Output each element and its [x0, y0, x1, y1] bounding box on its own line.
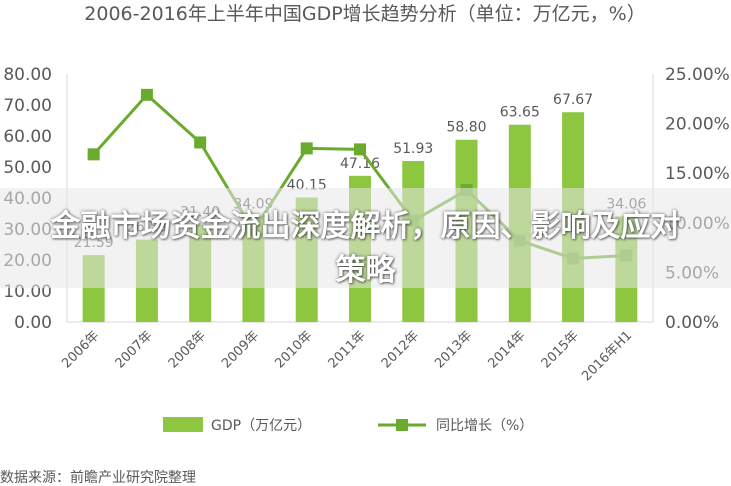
right-tick-label: 0.00%: [665, 313, 719, 333]
legend-gdp-swatch: [163, 417, 203, 432]
left-tick-label: 80.00: [3, 65, 52, 85]
x-tick-label: 2008年: [166, 328, 209, 371]
x-tick-label: 2014年: [485, 328, 528, 371]
gdp-bar-label: 67.67: [553, 92, 593, 108]
growth-point: [354, 143, 366, 156]
right-tick-label: 15.00%: [665, 164, 730, 184]
left-tick-label: 0.00: [14, 313, 52, 333]
overlay-banner: [0, 188, 731, 288]
x-tick-label: 2012年: [379, 328, 422, 371]
gdp-bar-label: 47.16: [340, 156, 380, 172]
x-tick-label: 2015年: [539, 328, 582, 371]
left-tick-label: 50.00: [3, 158, 52, 178]
gdp-bar-label: 51.93: [393, 141, 433, 157]
x-tick-label: 2016年H1: [579, 328, 635, 384]
x-tick-label: 2013年: [432, 328, 475, 371]
x-tick-label: 2006年: [59, 328, 102, 371]
overlay-title: 金融市场资金流出深度解析，原因、影响及应对策略: [50, 209, 681, 288]
legend-growth-marker: [396, 419, 408, 431]
growth-point: [87, 148, 100, 161]
legend-gdp-label: GDP（万亿元）: [211, 418, 311, 434]
x-tick-label: 2007年: [113, 328, 156, 371]
x-tick-label: 2010年: [272, 328, 315, 371]
x-tick-label: 2011年: [326, 328, 369, 371]
growth-point: [300, 142, 313, 155]
growth-point: [194, 136, 207, 149]
growth-point: [140, 88, 153, 101]
gdp-bar-label: 58.80: [446, 120, 486, 136]
data-source: 数据来源：前瞻产业研究院整理: [0, 469, 196, 486]
gdp-bar-label: 63.65: [500, 105, 540, 121]
left-tick-label: 60.00: [3, 127, 52, 147]
right-tick-label: 20.00%: [665, 115, 730, 135]
legend-growth-label: 同比增长（%）: [436, 418, 533, 434]
x-tick-label: 2009年: [219, 328, 262, 371]
left-tick-label: 70.00: [3, 96, 52, 116]
chart-title: 2006-2016年上半年中国GDP增长趋势分析（单位：万亿元，%）: [84, 3, 645, 25]
right-tick-label: 25.00%: [665, 65, 730, 85]
